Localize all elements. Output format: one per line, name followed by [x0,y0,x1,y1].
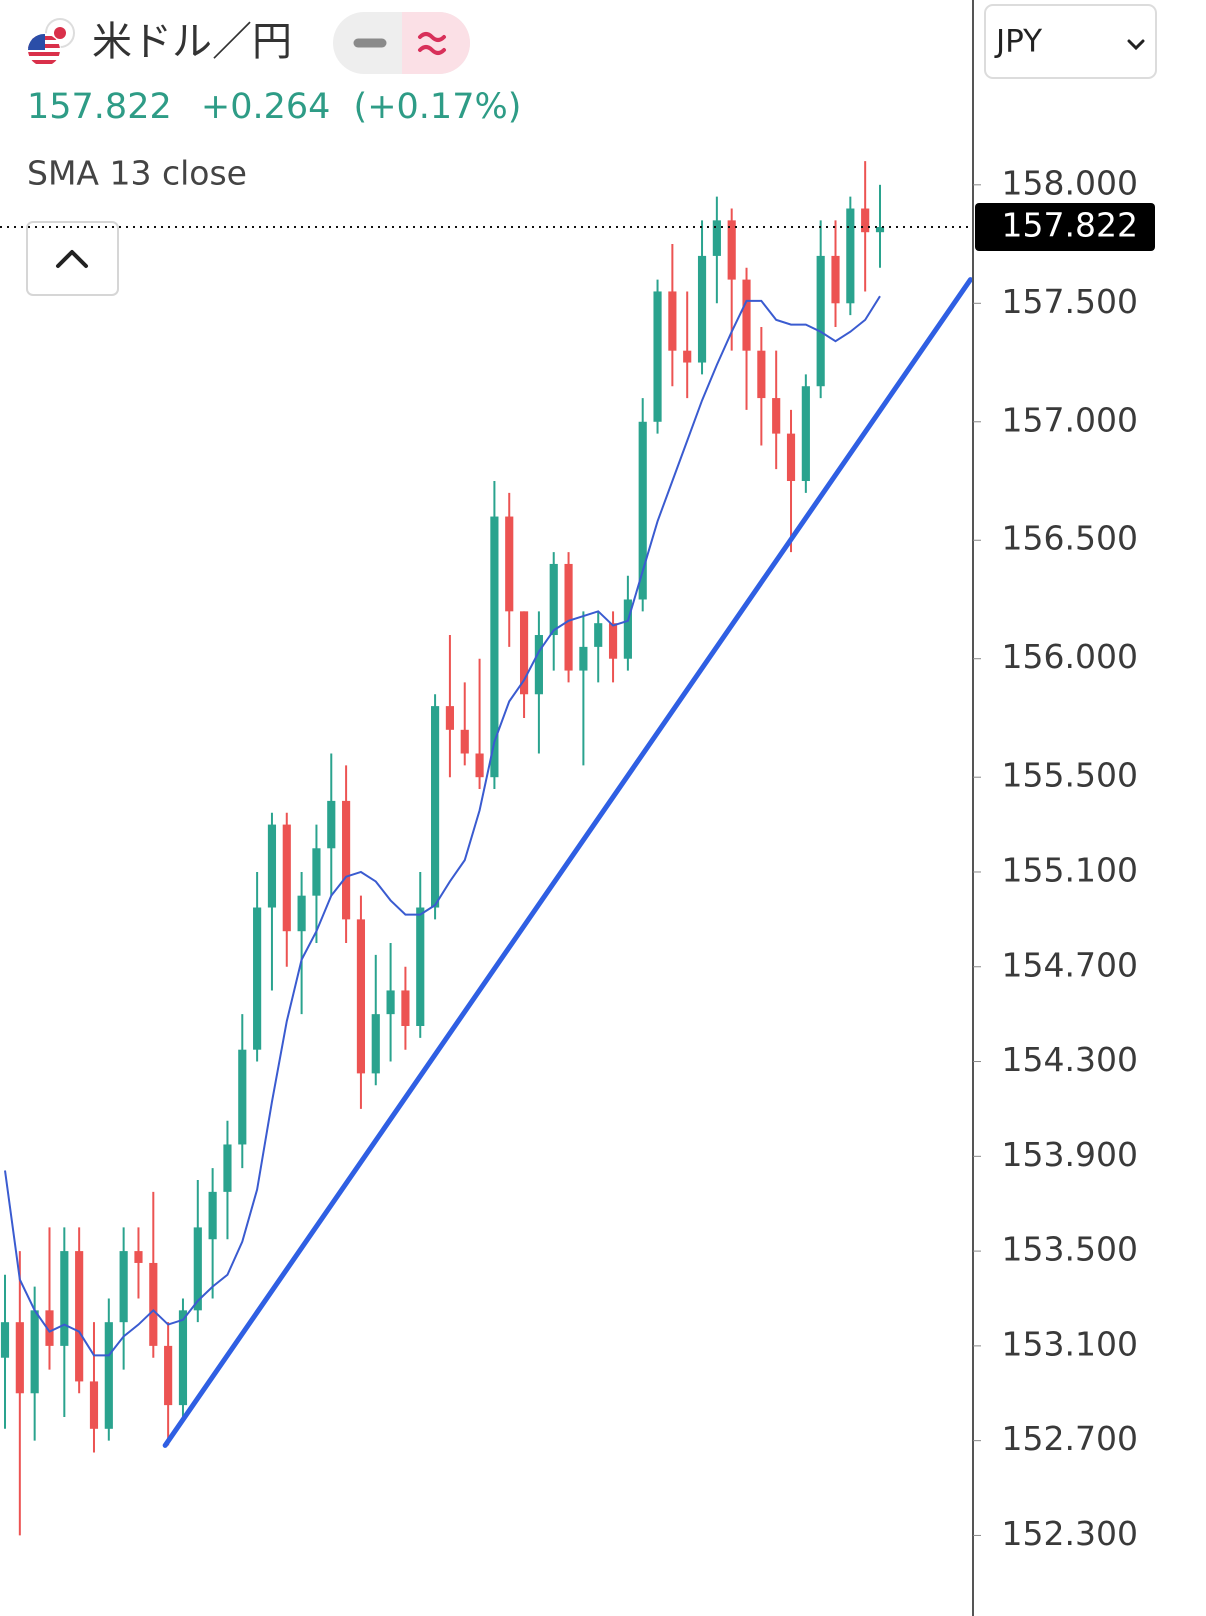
last-price-label: 157.822 [1002,205,1138,244]
collapse-button[interactable] [26,221,119,296]
candle-body [460,729,469,754]
y-tick-label: 153.500 [1002,1230,1138,1269]
candle-body [772,398,781,434]
candle-body [178,1310,188,1406]
mode-toggle[interactable] [333,12,470,74]
sma-line [4,295,881,1357]
candle-body [683,350,692,363]
y-tick-label: 154.700 [1002,945,1138,984]
y-tick-label: 154.300 [1002,1040,1138,1079]
currency-label: JPY [994,24,1042,60]
candle-body [653,291,662,422]
candle-body [623,599,632,659]
y-tick-label: 153.900 [1002,1135,1138,1174]
plot-area [0,161,973,1536]
y-tick-label: 155.500 [1002,756,1138,795]
candle-body [564,563,573,671]
candle-body [356,919,366,1074]
candle-body [386,990,395,1015]
candle-body [475,753,484,778]
candle-body [327,800,336,849]
candle-body [445,706,454,730]
y-tick-label: 152.700 [1002,1419,1138,1458]
candle-body [30,1310,39,1394]
last-price: 157.822 [27,87,172,127]
candle-body [816,255,825,387]
candle-body [312,848,321,896]
quote-line: 157.822 +0.264 (+0.17%) [27,87,521,127]
y-tick-label: 157.000 [1002,400,1138,439]
candle-body [786,433,796,482]
y-tick-label: 156.500 [1002,519,1138,558]
price-change: +0.264 [201,87,331,127]
candle-body [75,1251,84,1382]
candle-body [282,824,291,932]
candle-body [134,1251,143,1263]
candle-body [831,255,840,304]
symbol-icon [27,18,75,67]
last-price-box [975,202,1155,251]
candle-body [267,824,277,908]
candle-body [638,421,647,600]
candle-body [0,1322,10,1358]
candle-body [861,208,870,233]
candle-body [15,1322,24,1394]
candle-body [549,563,558,636]
y-tick-label: 155.100 [1002,850,1138,889]
candle-body [297,895,306,932]
candle-body [416,907,425,1026]
trend-line [162,277,973,1448]
y-tick-label: 157.500 [1002,282,1138,321]
candle-body [697,255,707,363]
candle-body [371,1014,380,1074]
candle-body [401,990,410,1026]
candle-body [579,646,588,671]
candle-body [208,1191,217,1240]
candle-body [519,611,529,695]
candle-body [534,635,543,695]
candle-body [608,623,618,659]
y-tick-label: 156.000 [1002,637,1138,676]
candle-body [668,291,677,351]
candle-body [193,1227,202,1311]
candle-body [727,220,736,280]
candle-body [253,907,262,1050]
candle-body [490,516,499,778]
candle-body [712,220,721,256]
candle-body [119,1251,128,1323]
candle-body [238,1049,247,1145]
candle-body [594,623,603,647]
candle-body [757,350,766,399]
candle-body [45,1310,54,1346]
candle-body [801,386,810,482]
candle-body [875,226,885,233]
candle-body [149,1262,158,1346]
candle-body [223,1144,232,1192]
candle-body [60,1251,69,1346]
candle-body [846,208,855,304]
y-tick-label: 153.100 [1002,1324,1138,1363]
candle-body [431,706,440,908]
candle-body [89,1381,99,1429]
currency-dropdown[interactable]: JPY [984,4,1157,79]
candle-body [505,516,514,612]
y-tick-label: 158.000 [1002,163,1138,202]
candle-body [164,1345,173,1406]
symbol-title: 米ドル／円 [92,19,292,65]
candle-body [742,279,751,351]
candle-body [104,1322,113,1429]
indicator-label: SMA 13 close [27,154,247,193]
y-tick-label: 152.300 [1002,1514,1138,1553]
price-change-pct: (+0.17%) [354,87,522,127]
candle-body [342,800,351,920]
